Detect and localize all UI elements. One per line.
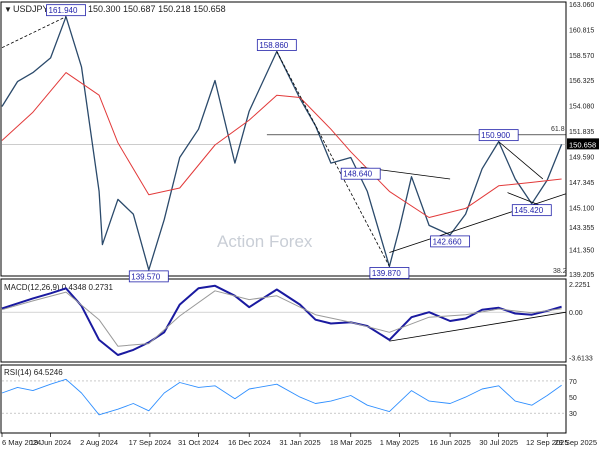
price-annotation-box bbox=[256, 39, 297, 51]
price-annotation-box bbox=[128, 270, 169, 283]
macd-layer: 2.2251 0.00 -3.6133 bbox=[1, 282, 593, 363]
price-annotation-label: 139.870 bbox=[372, 269, 401, 278]
price-y-tick-label: 145.100 bbox=[569, 205, 594, 212]
price-annotation-label: 142.660 bbox=[433, 237, 462, 246]
symbol-label: USDJPY,Daily bbox=[13, 4, 70, 14]
chart-symbol-icon: ▼ bbox=[4, 5, 12, 14]
price-annotation-box bbox=[511, 204, 552, 217]
price-trendline bbox=[276, 51, 390, 267]
fib-38-label: 38.2 bbox=[553, 268, 567, 275]
x-tick-label: 16 Jun 2025 bbox=[429, 438, 470, 447]
price-y-tick-label: 163.060 bbox=[569, 2, 594, 9]
x-tick-label: 31 Oct 2024 bbox=[178, 438, 219, 447]
macd-title: MACD(12,26,9) 0.4348 0.2731 bbox=[4, 283, 114, 292]
x-tick-label: 31 Jan 2025 bbox=[279, 438, 320, 447]
price-y-tick-label: 158.570 bbox=[569, 53, 594, 60]
price-panel-frame bbox=[0, 1, 567, 277]
x-tick-label: 18 Mar 2025 bbox=[330, 438, 372, 447]
x-tick-label: 30 Jul 2025 bbox=[479, 438, 518, 447]
macd-panel-frame bbox=[0, 278, 567, 363]
current-price-label: 150.658 bbox=[569, 140, 596, 149]
price-annotation-box bbox=[46, 4, 86, 17]
price-y-tick-label: 151.835 bbox=[569, 129, 594, 136]
price-y-tick-label: 149.590 bbox=[569, 154, 594, 161]
price-y-tick-label: 141.350 bbox=[569, 248, 594, 255]
rsi-title: RSI(14) 64.5246 bbox=[4, 368, 63, 377]
x-tick-label: 2 Aug 2024 bbox=[80, 438, 118, 447]
price-annotation-label: 145.420 bbox=[514, 206, 543, 215]
macd-series-line-2 bbox=[1, 290, 562, 347]
rsi-layer: 70 50 30 bbox=[1, 378, 577, 418]
price-y-tick-label: 156.325 bbox=[569, 78, 594, 85]
price-annotation-box bbox=[478, 129, 519, 142]
current-price-box bbox=[567, 138, 599, 150]
fib-61-label: 61.8 bbox=[551, 126, 565, 133]
x-tick-label: 17 Sep 2024 bbox=[129, 438, 172, 447]
x-tick-label: 12 Sep 2025 bbox=[526, 438, 569, 447]
price-layer: 163.060 160.815 158.570 156.325 154.080 151.8… bbox=[1, 2, 599, 283]
x-tick-label: 1 May 2025 bbox=[380, 438, 419, 447]
price-y-tick-label: 143.355 bbox=[569, 225, 594, 232]
price-annotation-label: 158.860 bbox=[259, 41, 288, 50]
x-tick-label: 19 Jun 2024 bbox=[30, 438, 71, 447]
price-annotation-label: 148.640 bbox=[343, 170, 372, 179]
price-annotation-box bbox=[430, 235, 471, 248]
rsi-panel-frame bbox=[0, 364, 567, 434]
x-end-label: 29 Sep 2025 bbox=[554, 438, 597, 447]
price-annotation-label: 161.940 bbox=[49, 6, 78, 15]
rsi-y-tick-label: 70 bbox=[569, 379, 577, 386]
price-annotation-label: 150.900 bbox=[481, 131, 510, 140]
price-series-line-2 bbox=[1, 72, 562, 218]
rsi-y-tick-label: 30 bbox=[569, 411, 577, 418]
price-trendline bbox=[498, 141, 544, 180]
ohlc-values: 150.300 150.687 150.218 150.658 bbox=[88, 4, 226, 14]
price-y-tick-label: 154.080 bbox=[569, 104, 594, 111]
price-annotation-box bbox=[340, 167, 381, 180]
price-y-tick-label: 139.205 bbox=[569, 272, 594, 279]
price-series-line-1 bbox=[1, 16, 563, 271]
price-y-tick-label: 160.815 bbox=[569, 27, 594, 34]
price-annotation-box bbox=[369, 267, 410, 279]
price-y-tick-label: 147.345 bbox=[569, 180, 594, 187]
rsi-y-tick-label: 50 bbox=[569, 395, 577, 402]
price-trendline bbox=[389, 193, 567, 253]
macd-y-tick-label: 2.2251 bbox=[569, 282, 591, 289]
macd-trendline bbox=[389, 311, 567, 342]
watermark: Action Forex bbox=[217, 232, 313, 251]
macd-y-tick-label: -3.6133 bbox=[569, 356, 593, 363]
macd-y-tick-label: 0.00 bbox=[569, 310, 583, 317]
x-tick-label: 16 Dec 2024 bbox=[228, 438, 271, 447]
macd-series-line-1 bbox=[1, 284, 562, 356]
price-annotation-label: 139.570 bbox=[131, 272, 160, 281]
price-trendline bbox=[1, 16, 67, 49]
x-tick-label: 6 May 2024 bbox=[2, 438, 41, 447]
rsi-series-line-1 bbox=[1, 378, 562, 416]
